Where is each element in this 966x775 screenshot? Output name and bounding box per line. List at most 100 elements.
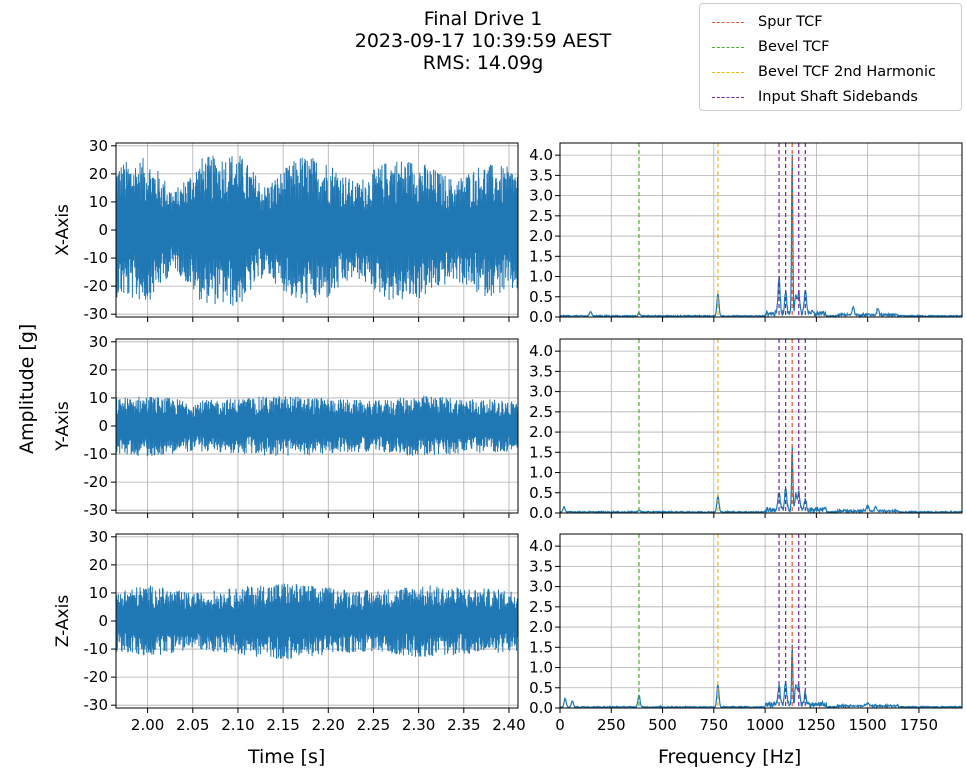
time-y-tick-label: -30	[84, 696, 109, 714]
fft-spectrum-x-axis	[559, 154, 963, 319]
time-x-tick-label: 2.10	[221, 716, 254, 734]
figure-title: Final Drive 1 2023-09-17 10:39:59 AEST R…	[300, 8, 666, 74]
time-y-tick-label: -20	[84, 473, 109, 491]
legend-label-sidebands: Input Shaft Sidebands	[758, 89, 918, 105]
fft-y-tick-label: 4.0	[529, 146, 553, 164]
fft-panel-z-axis	[555, 533, 963, 713]
time-y-tick-label: 20	[89, 361, 108, 379]
fft-y-tick-label: 4.0	[529, 537, 553, 555]
fft-x-tick-label: 500	[648, 716, 677, 734]
fft-y-tick-label: 0.0	[529, 504, 553, 522]
fft-y-tick-label: 0.0	[529, 699, 553, 717]
fft-y-tick-label: 0.5	[529, 679, 553, 697]
time-y-tick-label: 0	[98, 221, 108, 239]
time-y-tick-label: -10	[84, 445, 109, 463]
time-x-tick-label: 2.25	[357, 716, 390, 734]
fft-y-tick-label: 1.5	[529, 443, 553, 461]
fft-y-tick-label: 1.0	[529, 268, 553, 286]
time-x-tick-label: 2.30	[402, 716, 435, 734]
time-x-tick-label: 2.00	[131, 716, 164, 734]
time-x-tick-label: 2.20	[312, 716, 345, 734]
time-panel-x-axis	[111, 142, 519, 322]
fft-x-tick-label: 1750	[900, 716, 938, 734]
time-axis-label: Y-Axis	[53, 401, 73, 452]
fft-y-tick-label: 2.0	[529, 423, 553, 441]
time-y-tick-label: 30	[89, 137, 108, 155]
x-label-time: Time [s]	[248, 746, 326, 768]
fft-y-tick-label: 3.5	[529, 166, 553, 184]
fft-spectrum-z-axis	[560, 644, 963, 710]
fft-panel-x-axis	[555, 142, 963, 322]
x-label-frequency: Frequency [Hz]	[658, 746, 802, 768]
fft-y-tick-label: 1.0	[529, 659, 553, 677]
y-super-label: Amplitude [g]	[16, 323, 38, 454]
time-frame	[115, 533, 519, 709]
fft-y-tick-label: 2.5	[529, 207, 553, 225]
fft-spectrum-y-axis	[559, 446, 963, 515]
fft-y-tick-label: 0.5	[529, 484, 553, 502]
time-signal-y-axis	[115, 395, 519, 457]
legend-swatch-bevel-2nd	[712, 71, 744, 73]
time-frame	[115, 338, 519, 514]
legend-item-bevel-2nd: Bevel TCF 2nd Harmonic	[712, 62, 936, 82]
time-y-tick-label: 0	[98, 417, 108, 435]
time-y-tick-label: -30	[84, 305, 109, 323]
fft-x-tick-label: 1000	[746, 716, 784, 734]
time-y-tick-label: -20	[84, 277, 109, 295]
time-y-tick-label: -30	[84, 501, 109, 519]
legend-swatch-spur-tcf	[712, 21, 744, 23]
time-x-tick-label: 2.05	[176, 716, 209, 734]
fft-y-tick-label: 3.0	[529, 578, 553, 596]
fft-y-tick-label: 2.0	[529, 227, 553, 245]
legend-label-bevel-tcf: Bevel TCF	[758, 39, 830, 55]
legend-item-bevel-tcf: Bevel TCF	[712, 37, 829, 57]
time-signal-x-axis	[115, 155, 519, 306]
time-axis-label: X-Axis	[53, 204, 73, 256]
time-axis-label: Z-Axis	[53, 595, 73, 648]
fft-y-tick-label: 2.5	[529, 403, 553, 421]
fft-y-tick-label: 2.5	[529, 598, 553, 616]
fft-y-tick-label: 4.0	[529, 342, 553, 360]
time-y-tick-label: 0	[98, 612, 108, 630]
fft-y-tick-label: 0.5	[529, 288, 553, 306]
legend-swatch-bevel-tcf	[712, 46, 744, 48]
fft-frame	[559, 533, 963, 709]
time-y-tick-label: 30	[89, 528, 108, 546]
time-x-tick-label: 2.40	[492, 716, 525, 734]
fft-x-tick-label: 1500	[849, 716, 887, 734]
fft-y-tick-label: 0.0	[529, 308, 553, 326]
fft-y-tick-label: 2.0	[529, 618, 553, 636]
time-panel-y-axis	[111, 338, 519, 518]
time-signal-z-axis	[115, 583, 519, 660]
title-name: Final Drive 1	[423, 8, 543, 30]
legend: Spur TCF Bevel TCF Bevel TCF 2nd Harmoni…	[699, 3, 962, 111]
fft-y-tick-label: 3.0	[529, 187, 553, 205]
fft-x-tick-label: 1250	[797, 716, 835, 734]
time-y-tick-label: 20	[89, 165, 108, 183]
fft-x-tick-label: 0	[555, 716, 565, 734]
fft-frame	[559, 338, 963, 514]
fft-y-tick-label: 1.0	[529, 464, 553, 482]
fft-y-tick-label: 3.5	[529, 557, 553, 575]
legend-swatch-sidebands	[712, 96, 744, 98]
fft-x-tick-label: 750	[700, 716, 729, 734]
legend-label-spur-tcf: Spur TCF	[758, 14, 823, 30]
time-y-tick-label: -20	[84, 668, 109, 686]
time-frame	[115, 142, 519, 318]
time-panel-z-axis	[111, 533, 519, 713]
time-x-tick-label: 2.15	[266, 716, 299, 734]
fft-panel-y-axis	[555, 338, 963, 518]
fft-x-tick-label: 250	[597, 716, 626, 734]
legend-item-sidebands: Input Shaft Sidebands	[712, 87, 918, 107]
title-rms: RMS: 14.09g	[422, 52, 544, 74]
time-y-tick-label: 10	[89, 193, 108, 211]
time-y-tick-label: 10	[89, 584, 108, 602]
time-y-tick-label: 10	[89, 389, 108, 407]
fft-y-tick-label: 1.5	[529, 247, 553, 265]
time-y-tick-label: -10	[84, 249, 109, 267]
fft-y-tick-label: 3.0	[529, 383, 553, 401]
legend-label-bevel-2nd: Bevel TCF 2nd Harmonic	[758, 64, 937, 80]
time-y-tick-label: 30	[89, 333, 108, 351]
fft-frame	[559, 142, 963, 318]
